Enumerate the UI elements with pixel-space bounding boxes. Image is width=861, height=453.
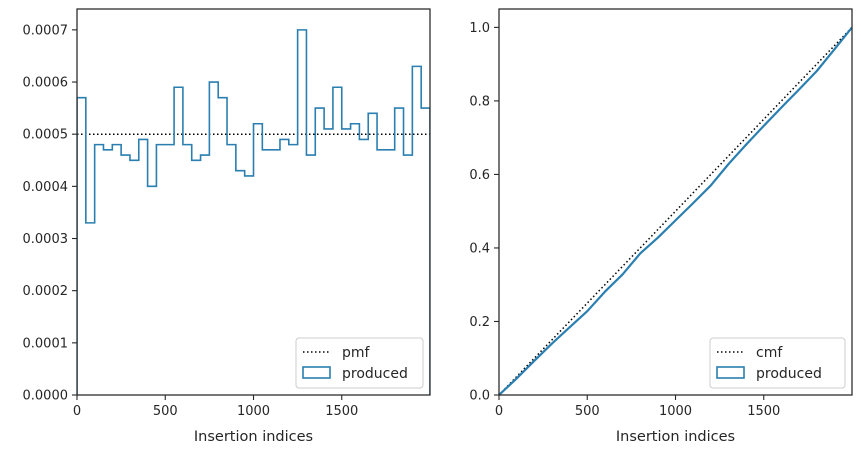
- left-chart-histogram: 0 500 1000 1500 0.0000 0.0001 0.0002 0.0003 0.00…: [23, 8, 431, 445]
- x-tick-label: 1000: [237, 404, 270, 419]
- y-tick-label: 0.4: [469, 241, 490, 256]
- plot-area: [77, 29, 430, 395]
- legend-label: produced: [342, 366, 408, 382]
- y-tick-label: 1.0: [469, 21, 490, 36]
- y-tick-label: 0.0003: [23, 232, 69, 247]
- y-tick-label: 0.0001: [23, 336, 69, 351]
- legend: pmf produced: [295, 337, 424, 389]
- y-tick-label: 0.0004: [23, 180, 69, 195]
- plot-area: [499, 26, 852, 395]
- y-tick-label: 0.0007: [23, 23, 69, 38]
- y-tick-label: 0.0002: [23, 284, 69, 299]
- x-tick-label: 1500: [747, 404, 780, 419]
- y-tick-label: 0.6: [469, 168, 490, 183]
- x-tick-label: 1000: [659, 404, 692, 419]
- x-tick-label: 1500: [325, 404, 358, 419]
- legend-produced-marker: [716, 366, 745, 379]
- axes-frame: [498, 8, 853, 396]
- y-tick-label: 0.0006: [23, 76, 69, 91]
- x-tick-label: 0: [495, 404, 503, 419]
- x-tick-label: 500: [575, 404, 600, 419]
- x-axis-label: Insertion indices: [194, 429, 313, 445]
- legend-box: [295, 337, 424, 389]
- right-chart-cumulative: 0 500 1000 1500 0.0 0.2 0.4 0.6 0.8 1.0 Insertion …: [469, 8, 853, 445]
- produced-histogram-step: [77, 29, 430, 395]
- cmf-line: [499, 26, 852, 395]
- legend-label: produced: [756, 366, 822, 382]
- x-tick-label: 0: [73, 404, 81, 419]
- axes-frame: [76, 8, 431, 396]
- x-axis-label: Insertion indices: [616, 429, 735, 445]
- x-tick-label: 500: [153, 404, 178, 419]
- y-tick-label: 0.0: [469, 389, 490, 404]
- legend-produced-marker: [302, 366, 331, 379]
- legend: cmf produced: [709, 337, 846, 389]
- legend-label: cmf: [756, 345, 783, 361]
- y-tick-label: 0.8: [469, 94, 490, 109]
- y-tick-label: 0.2: [469, 315, 490, 330]
- y-tick-label: 0.0000: [23, 389, 69, 404]
- produced-cumulative-line: [499, 26, 852, 395]
- y-tick-label: 0.0005: [23, 128, 69, 143]
- legend-label: pmf: [342, 345, 371, 361]
